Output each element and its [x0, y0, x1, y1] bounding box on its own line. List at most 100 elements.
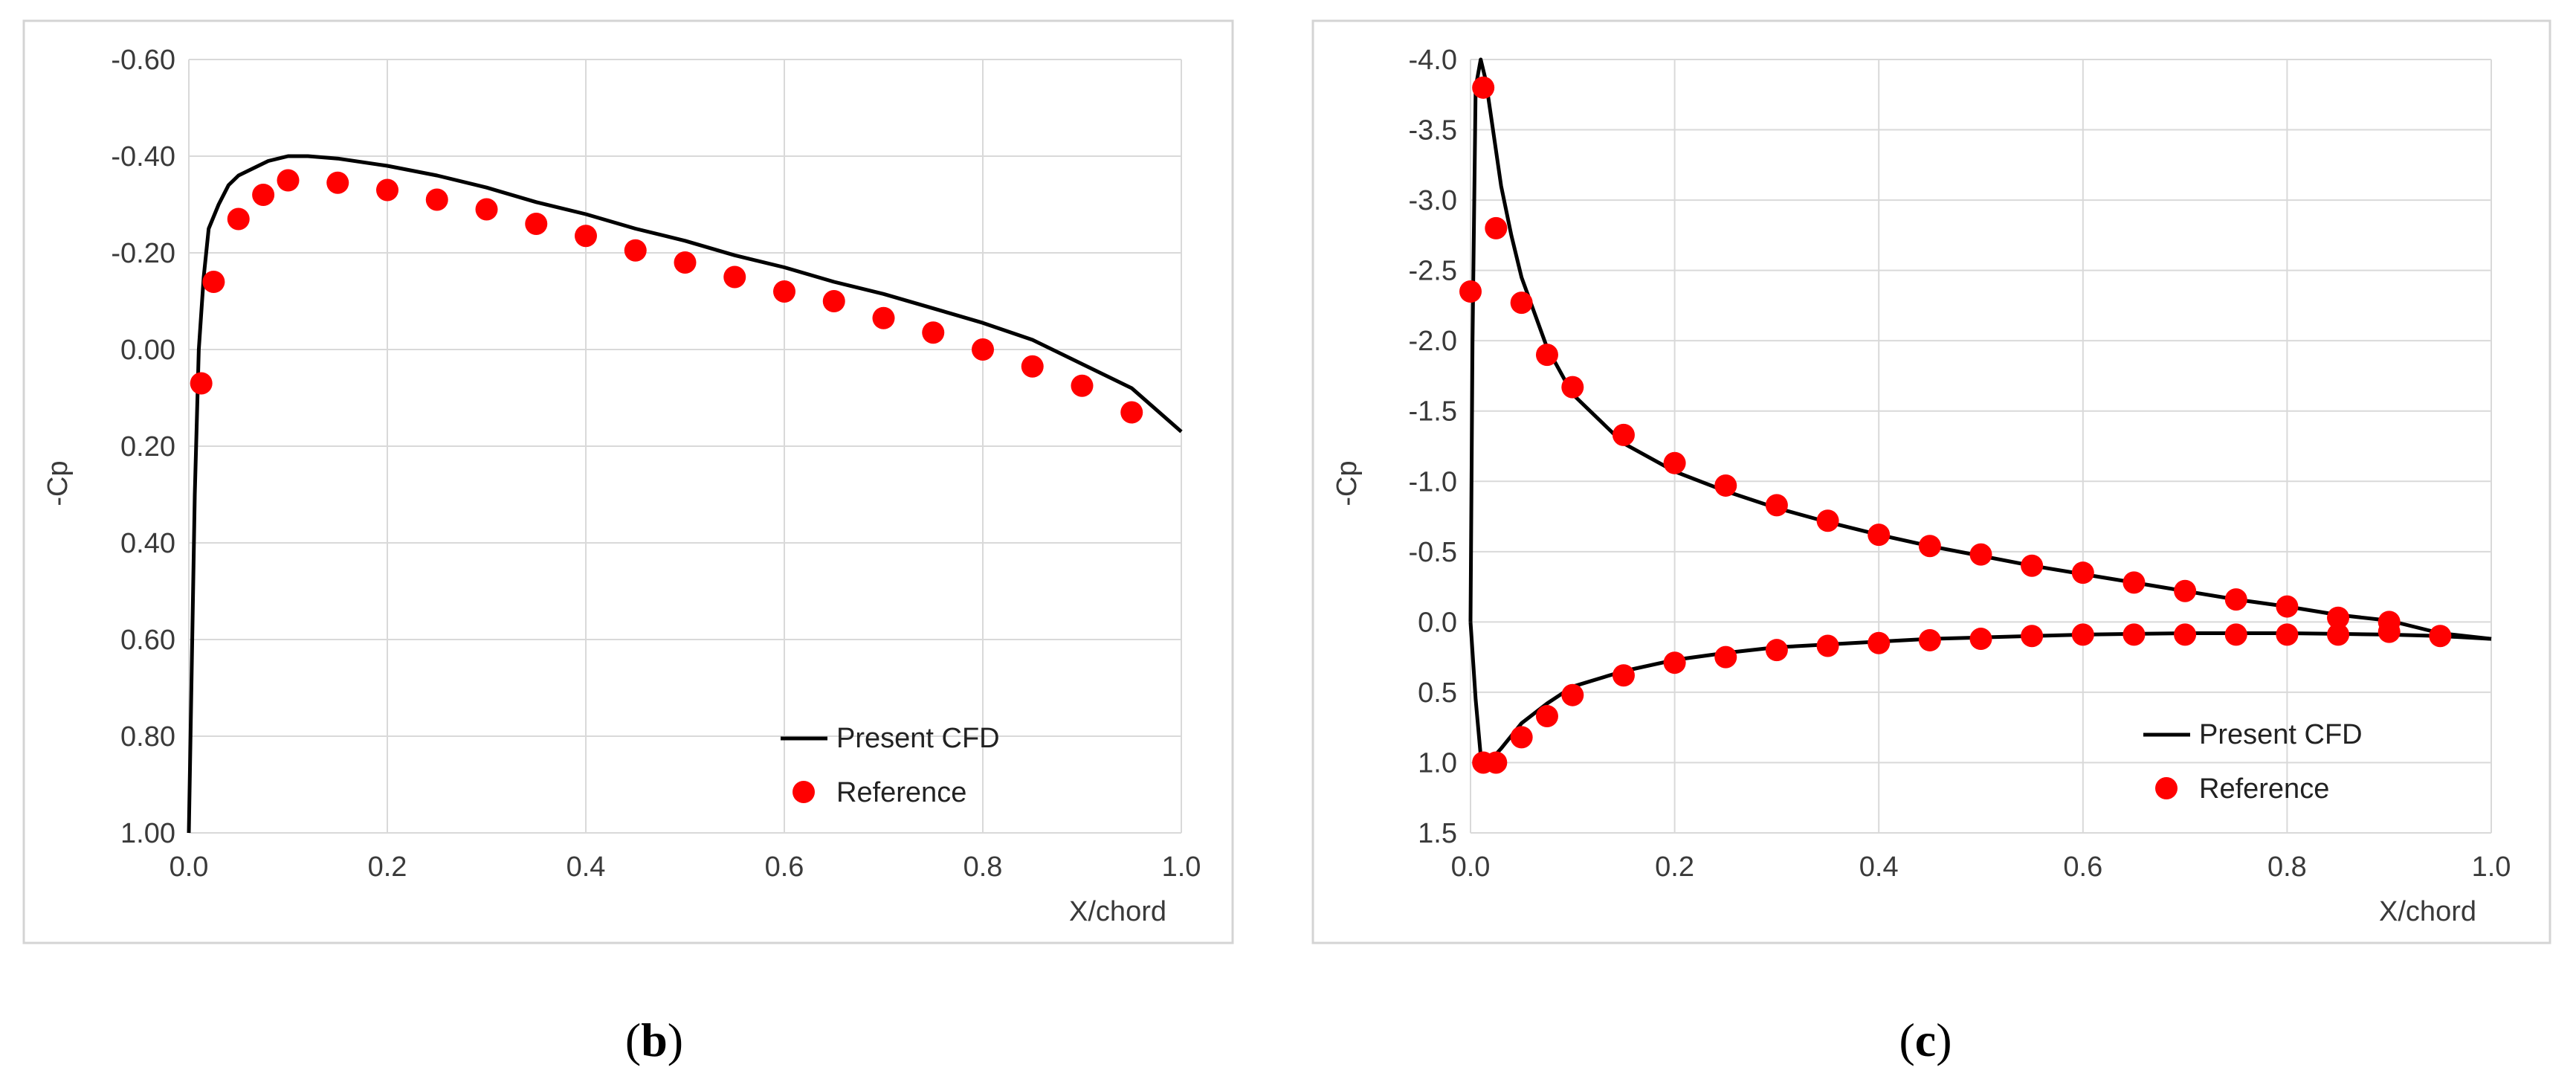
- panel-c-y-tick-label: -3.0: [1409, 185, 1457, 216]
- panel-c-reference-point: [1918, 628, 1941, 651]
- panel-c-y-tick-label: 0.0: [1418, 607, 1457, 638]
- panel-b-reference-point: [575, 225, 597, 248]
- panel-c-x-tick-label: 0.4: [1859, 851, 1899, 883]
- panel-c-reference-point: [1918, 535, 1941, 558]
- panel-b-reference-point: [972, 338, 994, 361]
- panel-b-reference-point: [252, 184, 275, 206]
- panel-b-y-tick-label: 1.00: [120, 818, 175, 849]
- panel-b-reference-point: [872, 306, 895, 329]
- panel-c-reference-point: [2276, 595, 2299, 618]
- panel-c-reference-point: [2378, 620, 2401, 643]
- panel-b-x-tick-label: 0.4: [566, 851, 606, 883]
- panel-c-reference-point: [2123, 623, 2146, 646]
- panel-c-reference-point: [1816, 634, 1839, 657]
- panel-b-reference-point: [674, 251, 697, 274]
- panel-b-y-tick-label: -0.20: [111, 238, 175, 269]
- panel-c-reference-point: [1714, 474, 1737, 497]
- panel-c-caption-letter: c: [1915, 1014, 1936, 1066]
- panel-c-y-tick-label: 0.5: [1418, 677, 1457, 709]
- panel-b-y-tick-label: 0.60: [120, 625, 175, 656]
- panel-c-y-tick-label: -3.5: [1409, 115, 1457, 146]
- panel-c-reference-point: [2276, 623, 2299, 646]
- panel-b-cfd-line-0: [187, 154, 1183, 834]
- panel-c-reference-point: [1816, 509, 1839, 532]
- panel-b-reference-point: [475, 198, 498, 221]
- panel-c-y-tick-label: -1.0: [1409, 466, 1457, 497]
- panel-b-x-tick-label: 0.8: [963, 851, 1003, 883]
- panel-c-legend-line-label: Present CFD: [2199, 719, 2363, 750]
- panel-b-y-tick-label: -0.40: [111, 141, 175, 173]
- panel-b-x-tick-label: 0.6: [765, 851, 804, 883]
- panel-b-y-tick-label: 0.80: [120, 721, 175, 753]
- panel-b-frame: [22, 19, 1234, 944]
- panel-c-x-tick-label: 0.8: [2267, 851, 2307, 883]
- panel-c-y-tick-label: -1.5: [1409, 396, 1457, 428]
- panel-b-reference-point: [376, 178, 398, 202]
- panel-c-y-tick-label: -2.5: [1409, 256, 1457, 287]
- panel-c-reference-point: [1510, 726, 1533, 749]
- panel-c-y-axis-label: -Cp: [1331, 460, 1363, 506]
- panel-b-reference-point: [525, 213, 548, 235]
- panel-c-reference-point: [2071, 561, 2094, 585]
- panel-c-reference-point: [2224, 588, 2247, 611]
- panel-b-caption-open: (: [625, 1014, 641, 1066]
- panel-c-caption-open: (: [1899, 1014, 1914, 1066]
- panel-c-caption: (c): [1899, 1014, 1952, 1066]
- panel-c-x-axis-label: X/chord: [2379, 896, 2476, 927]
- panel-c-y-tick-label: -4.0: [1409, 45, 1457, 76]
- panel-c-x-tick-label: 0.0: [1451, 851, 1491, 883]
- panel-c-reference-point: [1969, 628, 1992, 651]
- panel-b-caption-close: ): [668, 1014, 683, 1066]
- panel-b-reference-point: [1021, 355, 1044, 378]
- panel-c-x-tick-label: 0.2: [1655, 851, 1694, 883]
- panel-c-reference-point: [1663, 651, 1686, 674]
- panel-b-y-tick-label: -0.60: [111, 45, 175, 76]
- panel-b-chart: -0.60-0.40-0.200.000.200.400.600.801.000…: [22, 19, 1234, 944]
- panel-c-reference-point: [1485, 751, 1508, 774]
- panel-b-reference-point: [227, 207, 250, 231]
- panel-b-reference-point: [202, 271, 225, 293]
- panel-b-reference-point: [922, 321, 945, 344]
- panel-c-reference-point: [2021, 625, 2044, 648]
- panel-c-reference-point: [1535, 344, 1558, 367]
- panel-c-reference-point: [1612, 423, 1635, 446]
- panel-b-y-axis-label: -Cp: [42, 460, 74, 506]
- panel-b-reference-point: [190, 372, 213, 395]
- panel-c-x-tick-label: 1.0: [2472, 851, 2511, 883]
- panel-b-caption-letter: b: [641, 1014, 668, 1066]
- panel-b-y-tick-label: 0.00: [120, 335, 175, 366]
- panel-c-reference-point: [1485, 216, 1508, 239]
- panel-c-reference-point: [2429, 625, 2452, 648]
- panel-b-reference-point: [624, 239, 647, 262]
- panel-c-y-tick-label: -2.0: [1409, 326, 1457, 357]
- panel-c-reference-point: [1969, 543, 1992, 566]
- panel-c-reference-point: [1765, 639, 1788, 662]
- panel-c-reference-point: [2224, 623, 2247, 646]
- panel-c-reference-point: [2021, 554, 2044, 577]
- panel-c-x-tick-label: 0.6: [2063, 851, 2102, 883]
- panel-c-reference-point: [1868, 631, 1891, 654]
- panel-c-reference-point: [2327, 606, 2350, 629]
- panel-b-legend-marker-swatch: [793, 781, 815, 803]
- panel-b-reference-point: [425, 188, 448, 211]
- panel-c-caption-close: ): [1936, 1014, 1952, 1066]
- panel-c-reference-point: [2174, 623, 2197, 646]
- panel-c-reference-point: [2123, 571, 2146, 594]
- panel-c-legend-marker-label: Reference: [2199, 773, 2329, 805]
- panel-b-caption: (b): [625, 1014, 683, 1066]
- panel-b-legend-line-label: Present CFD: [836, 723, 1000, 754]
- panel-c-reference-point: [1459, 280, 1482, 303]
- panel-c-y-tick-label: 1.5: [1418, 818, 1457, 849]
- panel-c-reference-point: [2071, 623, 2094, 646]
- panel-c-reference-point: [1510, 292, 1533, 315]
- panel-c-legend-marker-swatch: [2155, 777, 2178, 799]
- panel-c-reference-point: [1612, 664, 1635, 687]
- panel-c-chart: -4.0 -3.5 -3.0 -2.5 -2.0 -1.5 -1.0 -0.5 0.0 0.5 1.…: [1311, 19, 2551, 944]
- panel-c-y-tick-label: -0.5: [1409, 537, 1457, 568]
- panel-b-x-tick-label: 0.2: [368, 851, 407, 883]
- panel-c-reference-point: [2174, 579, 2197, 602]
- panel-b-reference-point: [773, 280, 795, 303]
- panel-b-y-tick-label: 0.20: [120, 431, 175, 463]
- panel-b-reference-point: [326, 171, 349, 194]
